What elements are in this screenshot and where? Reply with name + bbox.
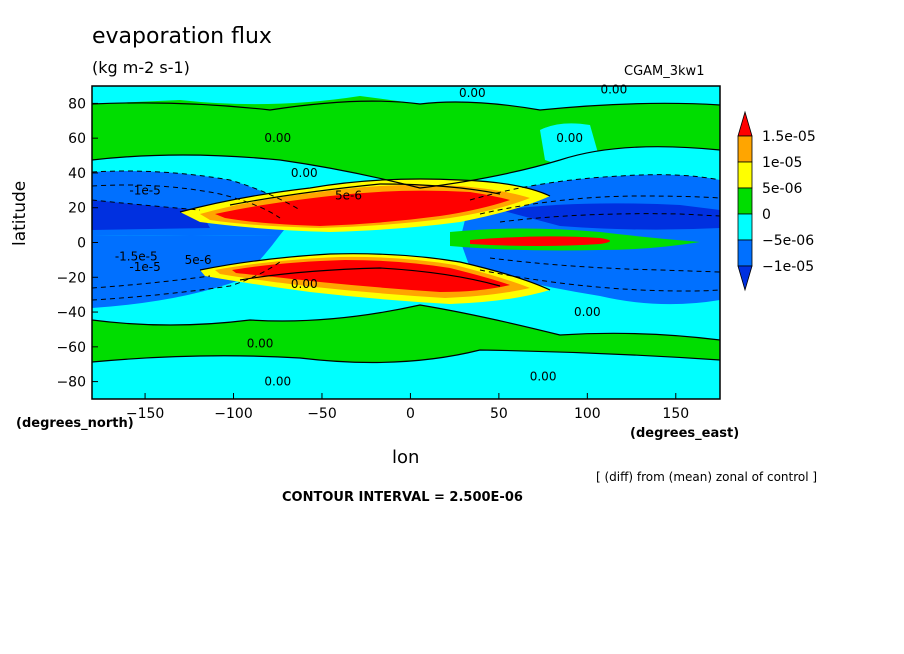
y-tick-label-6: 40 <box>68 166 86 182</box>
contour-field <box>92 86 720 399</box>
x-axis-units: (degrees_east) <box>630 426 740 441</box>
contour-label-2: 0.00 <box>264 131 291 145</box>
y-tick-label-1: −60 <box>56 340 86 356</box>
y-tick-label-3: −20 <box>56 270 86 286</box>
x-axis-ticks: −150 −100 −50 0 50 100 150 <box>126 393 689 422</box>
y-tick-label-4: 0 <box>77 236 86 252</box>
red-north-lobe <box>215 190 510 226</box>
cyan-north-polar <box>92 86 720 110</box>
y-tick-label-8: 80 <box>68 96 86 112</box>
legend-swatch-3 <box>737 187 753 215</box>
dataset-label: CGAM_3kw1 <box>624 64 705 79</box>
dashed-contours <box>92 170 720 301</box>
legend-label-3: 0 <box>762 207 771 223</box>
x-tick-label-2: −50 <box>307 406 337 422</box>
legend-label-2: 5e-06 <box>762 181 802 197</box>
contour-label-1: 0.00 <box>600 82 627 96</box>
legend-swatch-0 <box>737 110 753 137</box>
chart-title: evaporation flux <box>92 24 272 49</box>
contour-label-4: 0.00 <box>291 166 318 180</box>
blue-dark-west <box>92 200 210 230</box>
legend-swatch-2 <box>737 161 753 189</box>
contour-label-10: 0.00 <box>291 277 318 291</box>
contour-label-5: -1e-5 <box>129 183 160 197</box>
x-tick-label-1: −100 <box>214 406 252 422</box>
solid-contours <box>92 100 720 364</box>
legend-swatch-4 <box>737 213 753 241</box>
y-tick-label-7: 60 <box>68 131 86 147</box>
chart-units: (kg m-2 s-1) <box>92 58 190 77</box>
contour-label-3: 0.00 <box>556 131 583 145</box>
contour-labels: 0.00 0.000.00 0.000.00-1e-5 5e-6-1.5e-5-1e-… <box>115 82 627 388</box>
contour-label-12: 0.00 <box>247 336 274 350</box>
contour-interval: CONTOUR INTERVAL = 2.500E-06 <box>282 490 523 505</box>
x-tick-label-6: 150 <box>662 406 689 422</box>
x-tick-label-5: 100 <box>574 406 601 422</box>
legend-label-4: −5e-06 <box>762 233 814 249</box>
contour-label-14: 0.00 <box>530 369 557 383</box>
y-tick-label-5: 20 <box>68 201 86 217</box>
contour-label-7: -1.5e-5 <box>115 249 158 263</box>
y-axis-ticks: −80 −60 −40 −20 0 20 40 60 80 <box>56 96 98 391</box>
cyan-north-patch <box>540 123 600 165</box>
y-axis-units: (degrees_north) <box>16 416 134 431</box>
blue-west-south <box>92 235 280 308</box>
cyan-south-polar <box>92 350 720 399</box>
color-legend: 1.5e-05 1e-05 5e-06 0 −5e-06 −1e-05 <box>737 110 816 292</box>
blue-dark-east <box>500 203 720 230</box>
footnote: [ (diff) from (mean) zonal of control ] <box>596 470 818 484</box>
red-south-lobe <box>232 260 510 292</box>
x-axis-label: lon <box>392 447 420 468</box>
y-tick-label-2: −40 <box>56 305 86 321</box>
legend-swatch-6 <box>737 265 753 292</box>
x-tick-label-3: 0 <box>406 406 415 422</box>
x-tick-label-4: 50 <box>490 406 508 422</box>
contour-label-6: 5e-6 <box>335 189 362 203</box>
legend-swatch-5 <box>737 239 753 267</box>
legend-label-0: 1.5e-05 <box>762 129 816 145</box>
contour-label-13: 0.00 <box>264 375 291 389</box>
x-tick-label-0: −150 <box>126 406 164 422</box>
legend-label-1: 1e-05 <box>762 155 802 171</box>
y-tick-label-0: −80 <box>56 375 86 391</box>
legend-swatch-1 <box>737 135 753 163</box>
legend-label-5: −1e-05 <box>762 259 814 275</box>
red-east-band <box>470 236 610 246</box>
contour-label-9: 5e-6 <box>185 253 212 267</box>
contour-label-8: -1e-5 <box>129 260 160 274</box>
contour-label-11: 0.00 <box>574 305 601 319</box>
contour-label-0: 0.00 <box>459 86 486 100</box>
